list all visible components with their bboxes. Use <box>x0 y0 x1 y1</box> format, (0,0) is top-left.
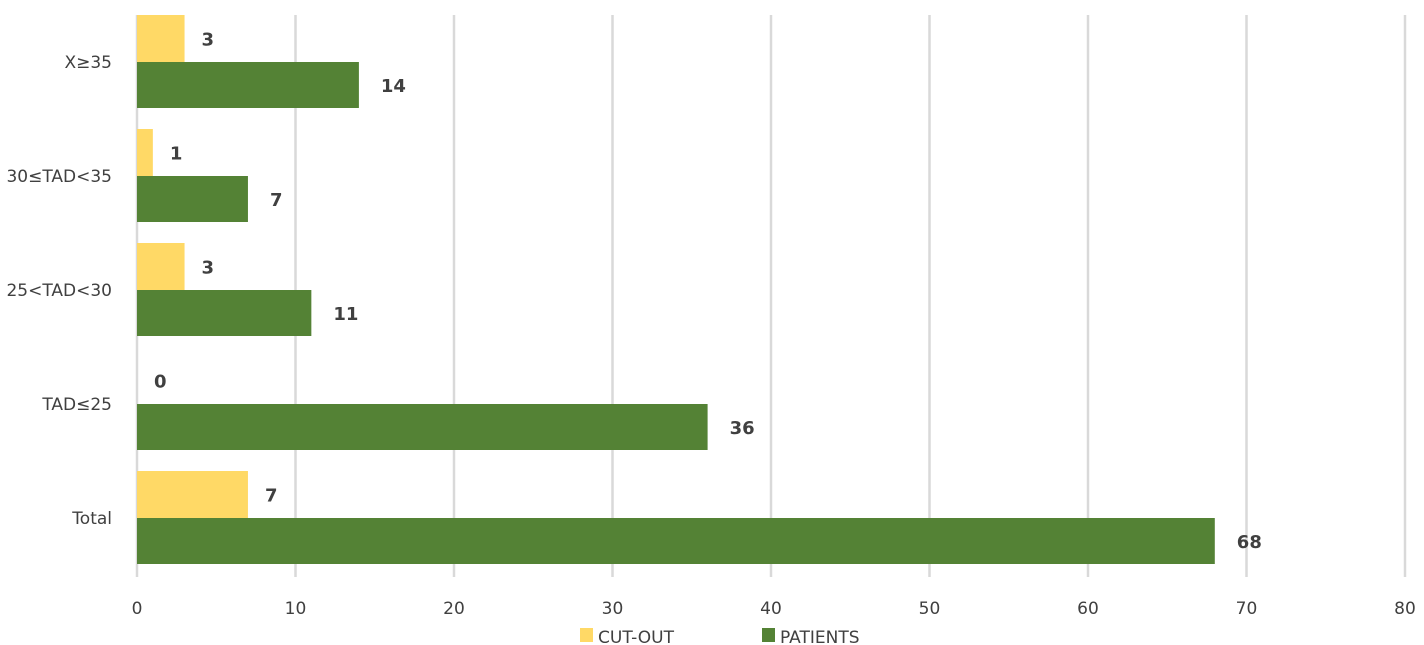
data-label: 7 <box>265 486 278 507</box>
x-tick-label: 30 <box>602 599 624 619</box>
x-tick-label: 0 <box>132 599 143 619</box>
y-tick-label: Total <box>71 509 112 529</box>
bar-cut-out <box>137 471 248 518</box>
bar-cut-out <box>137 129 153 176</box>
legend-swatch <box>762 628 775 642</box>
x-tick-label: 20 <box>443 599 465 619</box>
data-label: 11 <box>333 304 358 325</box>
bar-patients <box>137 518 1215 564</box>
y-tick-label: TAD≤25 <box>41 395 112 415</box>
legend-swatch <box>580 628 593 642</box>
x-tick-label: 70 <box>1236 599 1258 619</box>
x-tick-label: 10 <box>285 599 307 619</box>
y-tick-label: 25<TAD<30 <box>6 281 112 301</box>
data-label: 3 <box>202 30 215 51</box>
data-label: 14 <box>381 76 406 97</box>
data-label: 1 <box>170 144 183 165</box>
data-label: 3 <box>202 258 215 279</box>
bar-patients <box>137 62 359 108</box>
legend-label: PATIENTS <box>780 628 860 645</box>
bar-cut-out <box>137 243 185 290</box>
legend-label: CUT-OUT <box>598 628 675 645</box>
x-tick-label: 50 <box>919 599 941 619</box>
x-tick-label: 80 <box>1394 599 1416 619</box>
bar-cut-out <box>137 15 185 62</box>
x-tick-label: 60 <box>1077 599 1099 619</box>
x-tick-label: 40 <box>760 599 782 619</box>
data-label: 0 <box>154 372 167 393</box>
data-label: 68 <box>1237 532 1262 553</box>
y-tick-label: X≥35 <box>64 53 112 73</box>
y-tick-label: 30≤TAD<35 <box>6 167 112 187</box>
data-label: 36 <box>730 418 755 439</box>
bar-patients <box>137 290 312 336</box>
bar-patients <box>137 404 708 450</box>
bar-patients <box>137 176 248 222</box>
data-label: 7 <box>270 190 283 211</box>
